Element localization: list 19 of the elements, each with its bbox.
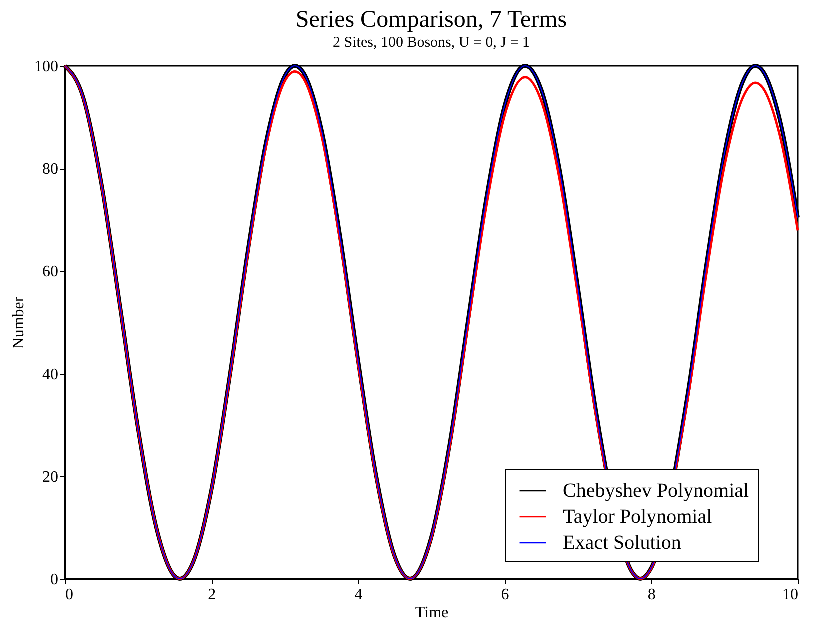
x-tick-label: 0: [66, 586, 74, 604]
legend-label: Exact Solution: [563, 532, 682, 554]
y-tick-label: 40: [42, 366, 58, 384]
x-tick-label: 10: [782, 586, 798, 604]
y-tick-label: 60: [42, 264, 58, 281]
x-tick-label: 8: [648, 586, 656, 604]
x-tick-label: 6: [501, 586, 510, 604]
y-tick-label: 80: [42, 161, 58, 178]
x-tick-label: 2: [208, 586, 216, 604]
chart-title: Series Comparison, 7 Terms: [296, 7, 568, 33]
chart-subtitle: 2 Sites, 100 Bosons, U = 0, J = 1: [333, 35, 530, 51]
y-tick-label: 0: [50, 572, 58, 588]
legend-label: Taylor Polynomial: [563, 506, 713, 528]
y-axis-title: Number: [10, 296, 28, 350]
legend-label: Chebyshev Polynomial: [563, 480, 750, 502]
x-axis-title: Time: [415, 604, 449, 622]
y-tick-label: 100: [34, 58, 58, 76]
x-tick-label: 4: [354, 586, 363, 604]
y-tick-label: 20: [42, 468, 58, 486]
